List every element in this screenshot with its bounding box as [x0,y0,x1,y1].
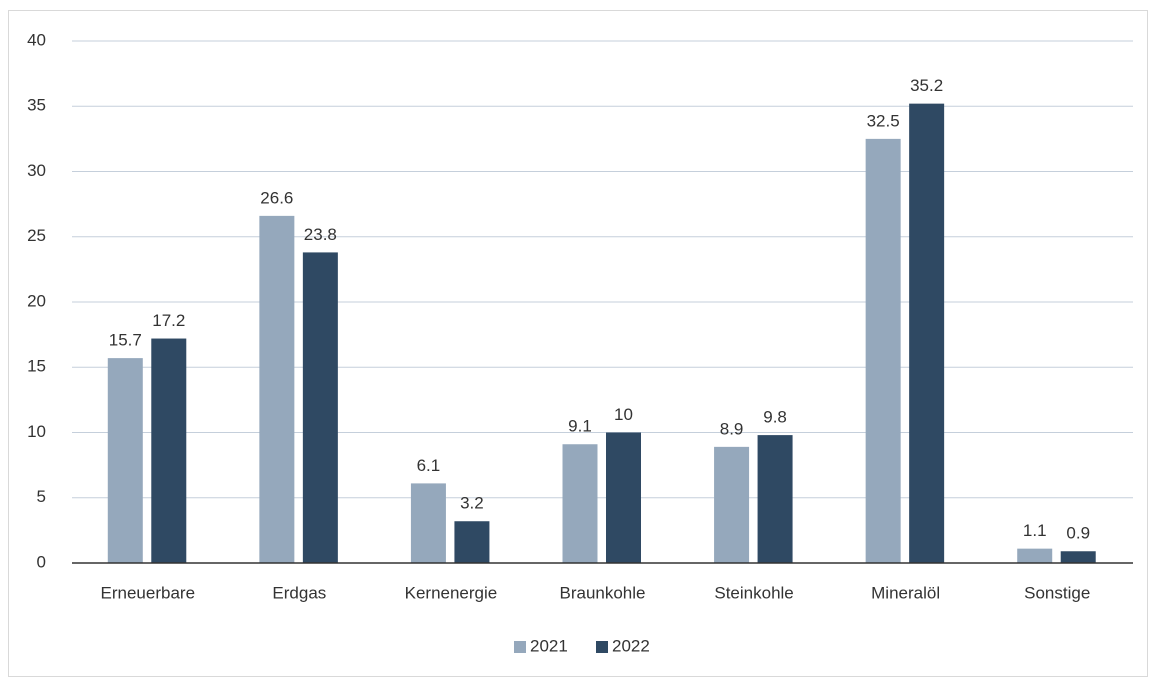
x-tick-label: Kernenergie [405,583,498,602]
bar [302,252,338,563]
bar [865,138,901,563]
y-tick-label: 20 [27,291,46,310]
bar [562,444,598,563]
data-label: 32.5 [867,111,900,130]
bar [1060,551,1096,563]
data-label: 6.1 [417,456,441,475]
legend-label: 2022 [612,636,650,655]
data-label: 35.2 [910,76,943,95]
y-tick-label: 10 [27,422,46,441]
y-tick-label: 40 [27,30,46,49]
bar [714,446,750,563]
data-label: 9.1 [568,417,592,436]
y-tick-label: 15 [27,357,46,376]
data-label: 10 [614,405,633,424]
x-tick-label: Steinkohle [714,583,793,602]
y-tick-label: 35 [27,96,46,115]
data-label: 3.2 [460,494,484,513]
legend-swatch [596,641,608,653]
data-label: 23.8 [304,225,337,244]
bar [107,358,143,563]
data-label: 26.6 [260,188,293,207]
bar [909,103,945,563]
data-label: 0.9 [1066,524,1090,543]
x-tick-label: Sonstige [1024,583,1090,602]
chart-border [8,10,1148,677]
y-tick-label: 30 [27,161,46,180]
y-tick-label: 5 [37,487,46,506]
data-label: 15.7 [109,331,142,350]
bar [606,432,641,563]
legend-swatch [514,641,526,653]
data-label: 8.9 [720,419,744,438]
data-label: 9.8 [763,408,787,427]
x-tick-label: Erneuerbare [101,583,196,602]
x-tick-label: Erdgas [272,583,326,602]
x-tick-label: Mineralöl [871,583,940,602]
bar [1017,548,1053,563]
bar [151,338,187,563]
data-label: 17.2 [152,311,185,330]
legend-label: 2021 [530,636,568,655]
bar [454,521,490,563]
bar [410,483,446,563]
x-tick-label: Braunkohle [559,583,645,602]
y-tick-label: 25 [27,226,46,245]
data-label: 1.1 [1023,521,1047,540]
bar [259,215,295,563]
y-tick-label: 0 [37,552,46,571]
bar [757,435,793,563]
